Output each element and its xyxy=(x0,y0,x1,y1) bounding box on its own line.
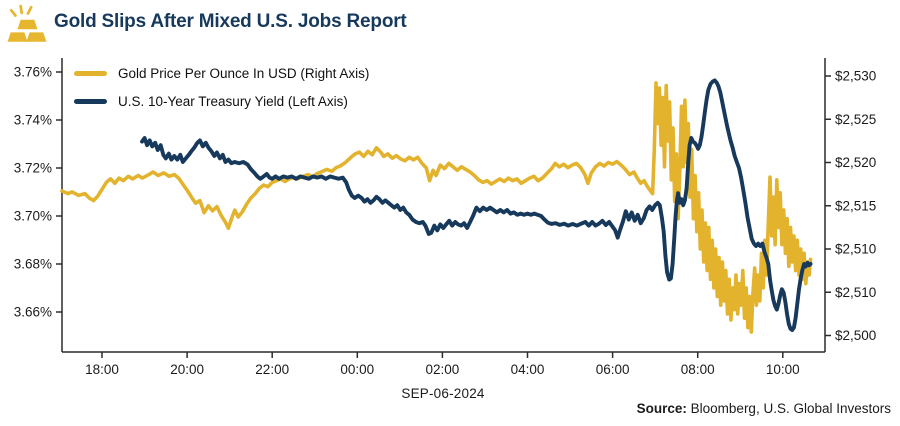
gold-line-swatch xyxy=(74,70,107,76)
source-attribution: Source: Bloomberg, U.S. Global Investors xyxy=(637,401,891,416)
right-axis-tick-label: $2,530 xyxy=(835,69,876,84)
x-axis-tick-label: 00:00 xyxy=(340,362,374,377)
x-axis-tick-label: 10:00 xyxy=(766,362,800,377)
source-names: Bloomberg, U.S. Global Investors xyxy=(686,401,891,416)
chart-legend: Gold Price Per Ounce In USD (Right Axis)… xyxy=(74,62,369,118)
x-axis-tick-label: 18:00 xyxy=(85,362,119,377)
legend-item-gold: Gold Price Per Ounce In USD (Right Axis) xyxy=(74,62,369,84)
right-axis-tick-label: $2,515 xyxy=(835,198,876,213)
right-axis-tick-label: $2,525 xyxy=(835,112,876,127)
left-axis-tick-label: 3.70% xyxy=(14,209,52,224)
gold-price-line xyxy=(60,81,813,334)
legend-label-yield: U.S. 10-Year Treasury Yield (Left Axis) xyxy=(118,93,348,109)
x-axis-tick-label: 06:00 xyxy=(596,362,630,377)
left-axis-tick-label: 3.72% xyxy=(14,161,52,176)
x-axis-tick-label: 08:00 xyxy=(681,362,715,377)
legend-label-gold: Gold Price Per Ounce In USD (Right Axis) xyxy=(118,65,370,81)
x-axis-tick-label: 20:00 xyxy=(170,362,204,377)
right-axis-tick-label: $2,510 xyxy=(835,242,876,257)
yield-line-swatch xyxy=(74,98,107,104)
right-axis-tick-label: $2,500 xyxy=(835,328,876,343)
left-axis-tick-label: 3.68% xyxy=(14,257,52,272)
right-axis-tick-label: $2,520 xyxy=(835,155,876,170)
x-axis-date-label: SEP-06-2024 xyxy=(401,386,485,401)
source-label: Source: xyxy=(636,401,687,416)
left-axis-tick-label: 3.66% xyxy=(14,305,52,320)
left-axis-tick-label: 3.74% xyxy=(14,113,52,128)
x-axis-tick-label: 04:00 xyxy=(511,362,545,377)
treasury-yield-line xyxy=(140,78,813,332)
x-axis-tick-label: 22:00 xyxy=(255,362,289,377)
x-axis-tick-label: 02:00 xyxy=(426,362,460,377)
chart-header: Gold Slips After Mixed U.S. Jobs Report xyxy=(0,0,900,50)
legend-item-yield: U.S. 10-Year Treasury Yield (Left Axis) xyxy=(74,90,369,112)
right-axis-tick-label: $2,510 xyxy=(835,285,876,300)
gold-bars-icon xyxy=(7,4,47,42)
chart-title: Gold Slips After Mixed U.S. Jobs Report xyxy=(54,11,407,32)
left-axis-tick-label: 3.76% xyxy=(14,65,52,80)
